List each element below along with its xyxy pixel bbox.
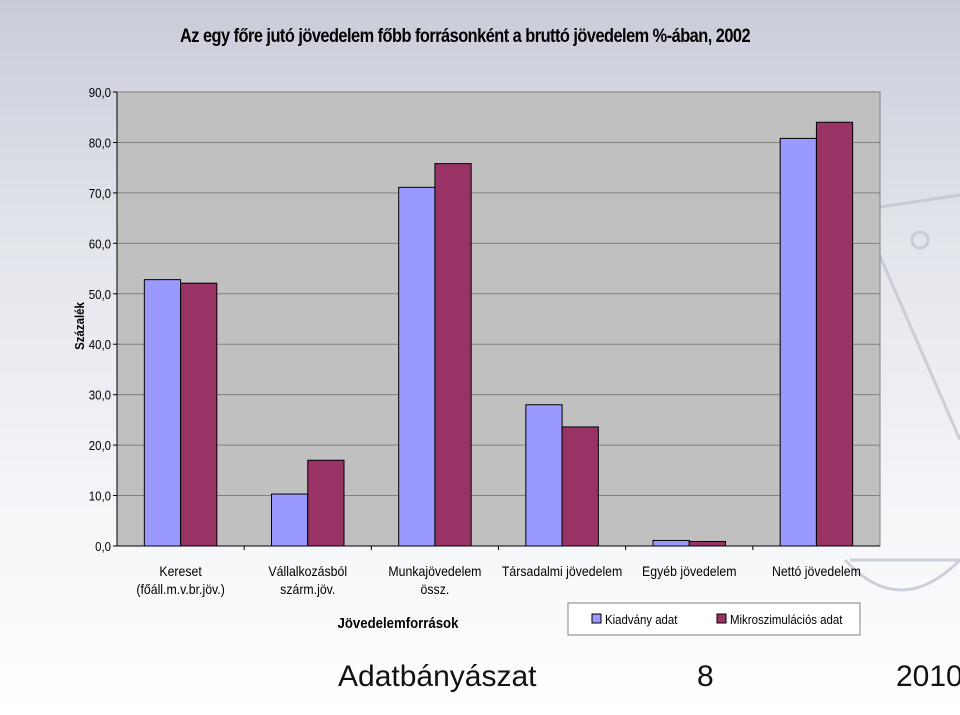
x-tick-label: Nettó jövedelem — [772, 563, 861, 579]
y-tick-label: 50,0 — [89, 287, 111, 302]
footer-year: 2010 — [896, 660, 960, 693]
y-tick-label: 40,0 — [89, 338, 111, 353]
legend-swatch-mikroszimulacios — [716, 613, 727, 624]
x-tick-label: Vállalkozásból — [268, 563, 347, 579]
footer: Adatbányászat 8 2010 — [0, 660, 960, 710]
y-tick-label: 80,0 — [89, 136, 111, 151]
legend-label-mikroszimulacios: Mikroszimulációs adat — [730, 612, 843, 627]
gridlines — [117, 91, 880, 497]
footer-page-number: 8 — [697, 660, 714, 693]
bar — [779, 137, 817, 547]
bar — [561, 426, 599, 547]
y-tick-label: 70,0 — [89, 186, 111, 201]
bars — [143, 121, 854, 547]
x-axis-label: Jövedelemforrások — [338, 614, 459, 631]
chart-title: Az egy főre jutó jövedelem főbb forráson… — [180, 26, 751, 47]
bar — [398, 186, 436, 547]
x-tick-label: Kereset — [159, 563, 202, 579]
bar — [525, 404, 563, 547]
plot-area — [116, 91, 881, 547]
footer-title: Adatbányászat — [338, 660, 537, 693]
legend-swatch-kiadvany — [591, 613, 602, 624]
legend: Kiadvány adat Mikroszimulációs adat — [567, 602, 861, 636]
y-axis-label: Százalék — [72, 302, 87, 350]
y-tick-label: 60,0 — [89, 237, 111, 252]
bar — [307, 459, 345, 547]
bar — [143, 279, 182, 547]
x-tick-label: szárm.jöv. — [280, 581, 335, 597]
legend-box — [567, 602, 861, 636]
y-tick-label: 0,0 — [95, 539, 111, 554]
bar — [688, 540, 726, 547]
x-axis-ticks: Kereset (főáll.m.v.br.jöv.) Vállalkozásból… — [136, 546, 861, 597]
y-tick-label: 90,0 — [89, 85, 111, 100]
y-axis-ticks: 0,0 10,0 20,0 30,0 40,0 50,0 60,0 70,0 80,0 90,0 — [89, 85, 117, 554]
bar — [815, 121, 854, 547]
y-tick-label: 30,0 — [89, 388, 111, 403]
x-tick-label: Társadalmi jövedelem — [502, 563, 622, 579]
bar — [271, 493, 309, 547]
x-tick-label: (főáll.m.v.br.jöv.) — [136, 581, 224, 597]
x-tick-label: Munkajövedelem — [388, 563, 481, 579]
bar — [652, 539, 690, 547]
bar — [180, 282, 218, 547]
bar-chart: 0,010,020,030,040,050,060,070,080,090,0 … — [72, 85, 881, 636]
y-tick-label: 10,0 — [89, 489, 111, 504]
bar — [434, 163, 472, 547]
x-tick-label: Egyéb jövedelem — [642, 563, 736, 579]
y-tick-label: 20,0 — [89, 438, 111, 453]
legend-label-kiadvany: Kiadvány adat — [605, 612, 678, 627]
x-tick-label: össz. — [421, 581, 450, 597]
